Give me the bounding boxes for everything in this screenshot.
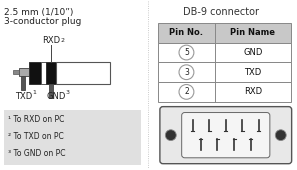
FancyBboxPatch shape (160, 107, 292, 164)
Text: 3: 3 (66, 90, 70, 95)
Text: 3: 3 (184, 68, 189, 77)
Bar (158, 43, 291, 62)
Bar (13, 70, 19, 74)
Text: ² To TXD on PC: ² To TXD on PC (8, 132, 64, 141)
Text: 3-conductor plug: 3-conductor plug (4, 17, 82, 26)
FancyBboxPatch shape (182, 113, 270, 158)
Text: RXD: RXD (42, 36, 60, 45)
Bar (158, 62, 291, 82)
Text: 2: 2 (184, 87, 189, 96)
Text: 5: 5 (184, 48, 189, 57)
Bar (21, 76, 25, 90)
Text: 2.5 mm (1/10”): 2.5 mm (1/10”) (4, 8, 74, 17)
Text: 2: 2 (61, 38, 65, 43)
Bar (41, 62, 46, 84)
Circle shape (275, 130, 286, 141)
Text: DB-9 connector: DB-9 connector (183, 7, 259, 17)
Text: Pin No.: Pin No. (170, 28, 203, 37)
Text: GND: GND (243, 48, 263, 57)
Text: ¹ To RXD on PC: ¹ To RXD on PC (8, 115, 65, 124)
Bar (158, 23, 291, 43)
Text: 1: 1 (32, 90, 36, 95)
Bar (29, 62, 41, 84)
Text: RXD: RXD (244, 87, 262, 96)
Circle shape (165, 130, 176, 141)
Text: TXD: TXD (244, 68, 261, 77)
Bar (4, 110, 141, 165)
Text: Pin Name: Pin Name (230, 28, 275, 37)
Bar (46, 62, 56, 84)
Bar (49, 84, 53, 98)
Text: TXD: TXD (15, 92, 32, 101)
Bar (158, 82, 291, 102)
Bar (56, 62, 110, 84)
Text: GND: GND (46, 92, 66, 101)
Text: ³ To GND on PC: ³ To GND on PC (8, 149, 66, 158)
Bar (19, 68, 29, 76)
